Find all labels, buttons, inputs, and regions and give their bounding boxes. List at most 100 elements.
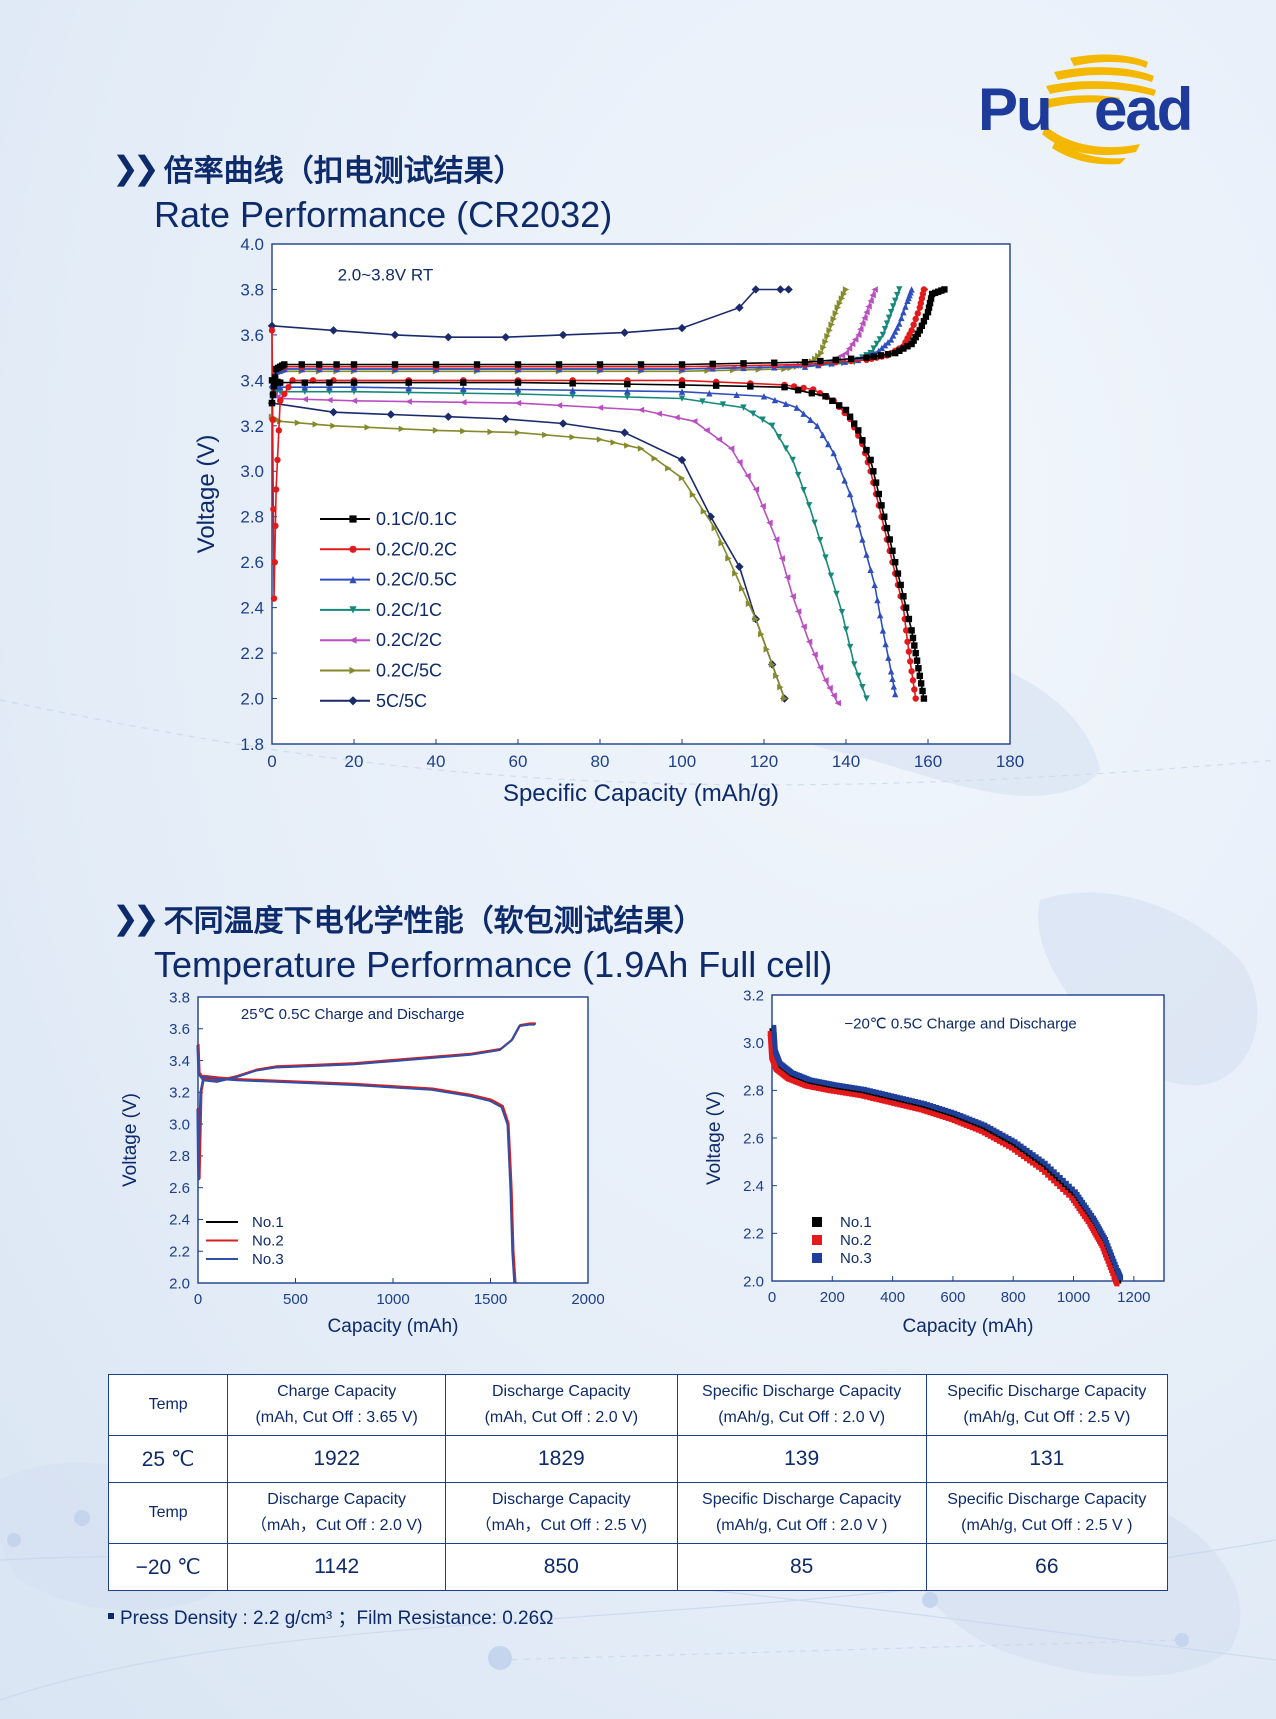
legend-label: 0.2C/0.2C: [376, 539, 457, 559]
data-point: [832, 356, 839, 364]
data-point: [740, 404, 747, 411]
data-point: [1014, 1149, 1020, 1155]
data-point: [952, 1110, 958, 1116]
data-point: [867, 456, 874, 464]
data-point: [874, 596, 881, 604]
x-tick-label: 20: [345, 752, 364, 771]
x-tick-label: 400: [880, 1289, 905, 1306]
data-point: [930, 1111, 936, 1117]
data-point: [902, 627, 910, 634]
data-point: [838, 1086, 844, 1092]
data-point: [834, 1089, 840, 1095]
data-point: [1107, 1255, 1113, 1261]
data-point: [907, 1097, 913, 1103]
data-point: [894, 570, 902, 577]
data-point: [405, 398, 412, 405]
data-point: [1106, 1261, 1112, 1267]
x-tick-label: 180: [996, 752, 1024, 771]
data-point: [778, 555, 785, 562]
data-point: [883, 320, 891, 327]
data-point: [728, 445, 735, 452]
data-point: [896, 1098, 902, 1104]
table-row: Temp Charge Capacity (mAh, Cut Off : 3.65 …: [107, 1374, 1169, 1436]
data-point: [1022, 1151, 1028, 1157]
data-point: [766, 519, 773, 526]
y-axis-label: Voltage (V): [704, 1091, 725, 1185]
data-point: [870, 345, 877, 352]
data-point: [920, 1104, 926, 1110]
data-point: [277, 397, 284, 405]
data-point: [773, 672, 780, 680]
legend-marker: [812, 1217, 822, 1227]
data-point: [745, 600, 753, 608]
data-point: [857, 326, 864, 333]
data-point: [916, 672, 923, 680]
data-point: [1061, 1184, 1067, 1190]
data-point: [983, 1127, 989, 1133]
data-point: [847, 355, 855, 362]
data-point: [878, 344, 886, 352]
data-point: [914, 310, 921, 317]
data-point: [1104, 1240, 1110, 1246]
data-point: [1074, 1203, 1080, 1209]
data-point: [899, 1099, 905, 1105]
data-point: [850, 1088, 856, 1094]
cell-text: (mAh/g, Cut Off : 2.5 V ): [961, 1517, 1133, 1534]
data-point: [905, 1100, 911, 1106]
data-point: [1054, 1172, 1060, 1178]
data-point: [460, 427, 467, 435]
data-point: [885, 654, 892, 661]
data-point: [967, 1116, 973, 1122]
data-point: [838, 295, 846, 302]
svg-text:ead: ead: [1094, 76, 1191, 143]
data-point: [1028, 1155, 1034, 1161]
y-tick-label: 3.8: [240, 280, 264, 299]
data-point: [1103, 1237, 1109, 1243]
data-point: [996, 1138, 1002, 1144]
data-point: [900, 345, 907, 352]
cell-text: Specific Discharge Capacity: [702, 1383, 902, 1400]
data-point: [982, 1122, 988, 1128]
data-point: [991, 1127, 997, 1133]
data-point: [1104, 1255, 1110, 1261]
data-point: [881, 326, 889, 333]
data-point: [769, 422, 776, 430]
data-point: [875, 1093, 881, 1099]
data-point: [894, 291, 901, 299]
data-point: [651, 455, 658, 462]
data-point: [1066, 1183, 1072, 1189]
data-point: [789, 456, 796, 464]
data-point: [542, 431, 549, 439]
y-tick-label: 2.6: [169, 1180, 190, 1197]
data-point: [869, 291, 876, 299]
data-point: [1027, 1158, 1033, 1164]
data-point: [759, 502, 766, 510]
data-point: [1080, 1211, 1086, 1217]
data-point: [879, 331, 887, 339]
data-point: [1083, 1216, 1089, 1222]
table-header-cell: Specific Discharge Capacity (mAh/g, Cut O…: [676, 1374, 927, 1436]
y-axis-label: Voltage (V): [193, 435, 220, 554]
data-point: [703, 427, 710, 434]
data-point: [391, 361, 399, 368]
data-point: [892, 328, 899, 335]
data-point: [882, 1091, 888, 1097]
data-point: [1003, 1134, 1009, 1140]
data-point: [733, 391, 740, 398]
data-point: [1051, 1169, 1057, 1175]
chart-legend: No.1No.2No.3: [812, 1214, 872, 1267]
x-axis-label: Specific Capacity (mAh/g): [503, 780, 779, 807]
table-row: −20 ℃ 1142 850 85 66: [107, 1543, 1169, 1591]
data-point: [949, 1109, 955, 1115]
data-point: [270, 382, 278, 390]
data-point: [971, 1122, 977, 1128]
data-point: [855, 1085, 861, 1091]
data-point: [897, 1095, 903, 1101]
data-point: [905, 615, 913, 623]
data-point: [867, 1095, 873, 1101]
data-point: [941, 1111, 947, 1117]
data-point: [817, 357, 824, 365]
data-point: [908, 327, 915, 334]
data-point: [1023, 1156, 1029, 1162]
chart-annotation: 2.0~3.8V RT: [338, 265, 434, 284]
